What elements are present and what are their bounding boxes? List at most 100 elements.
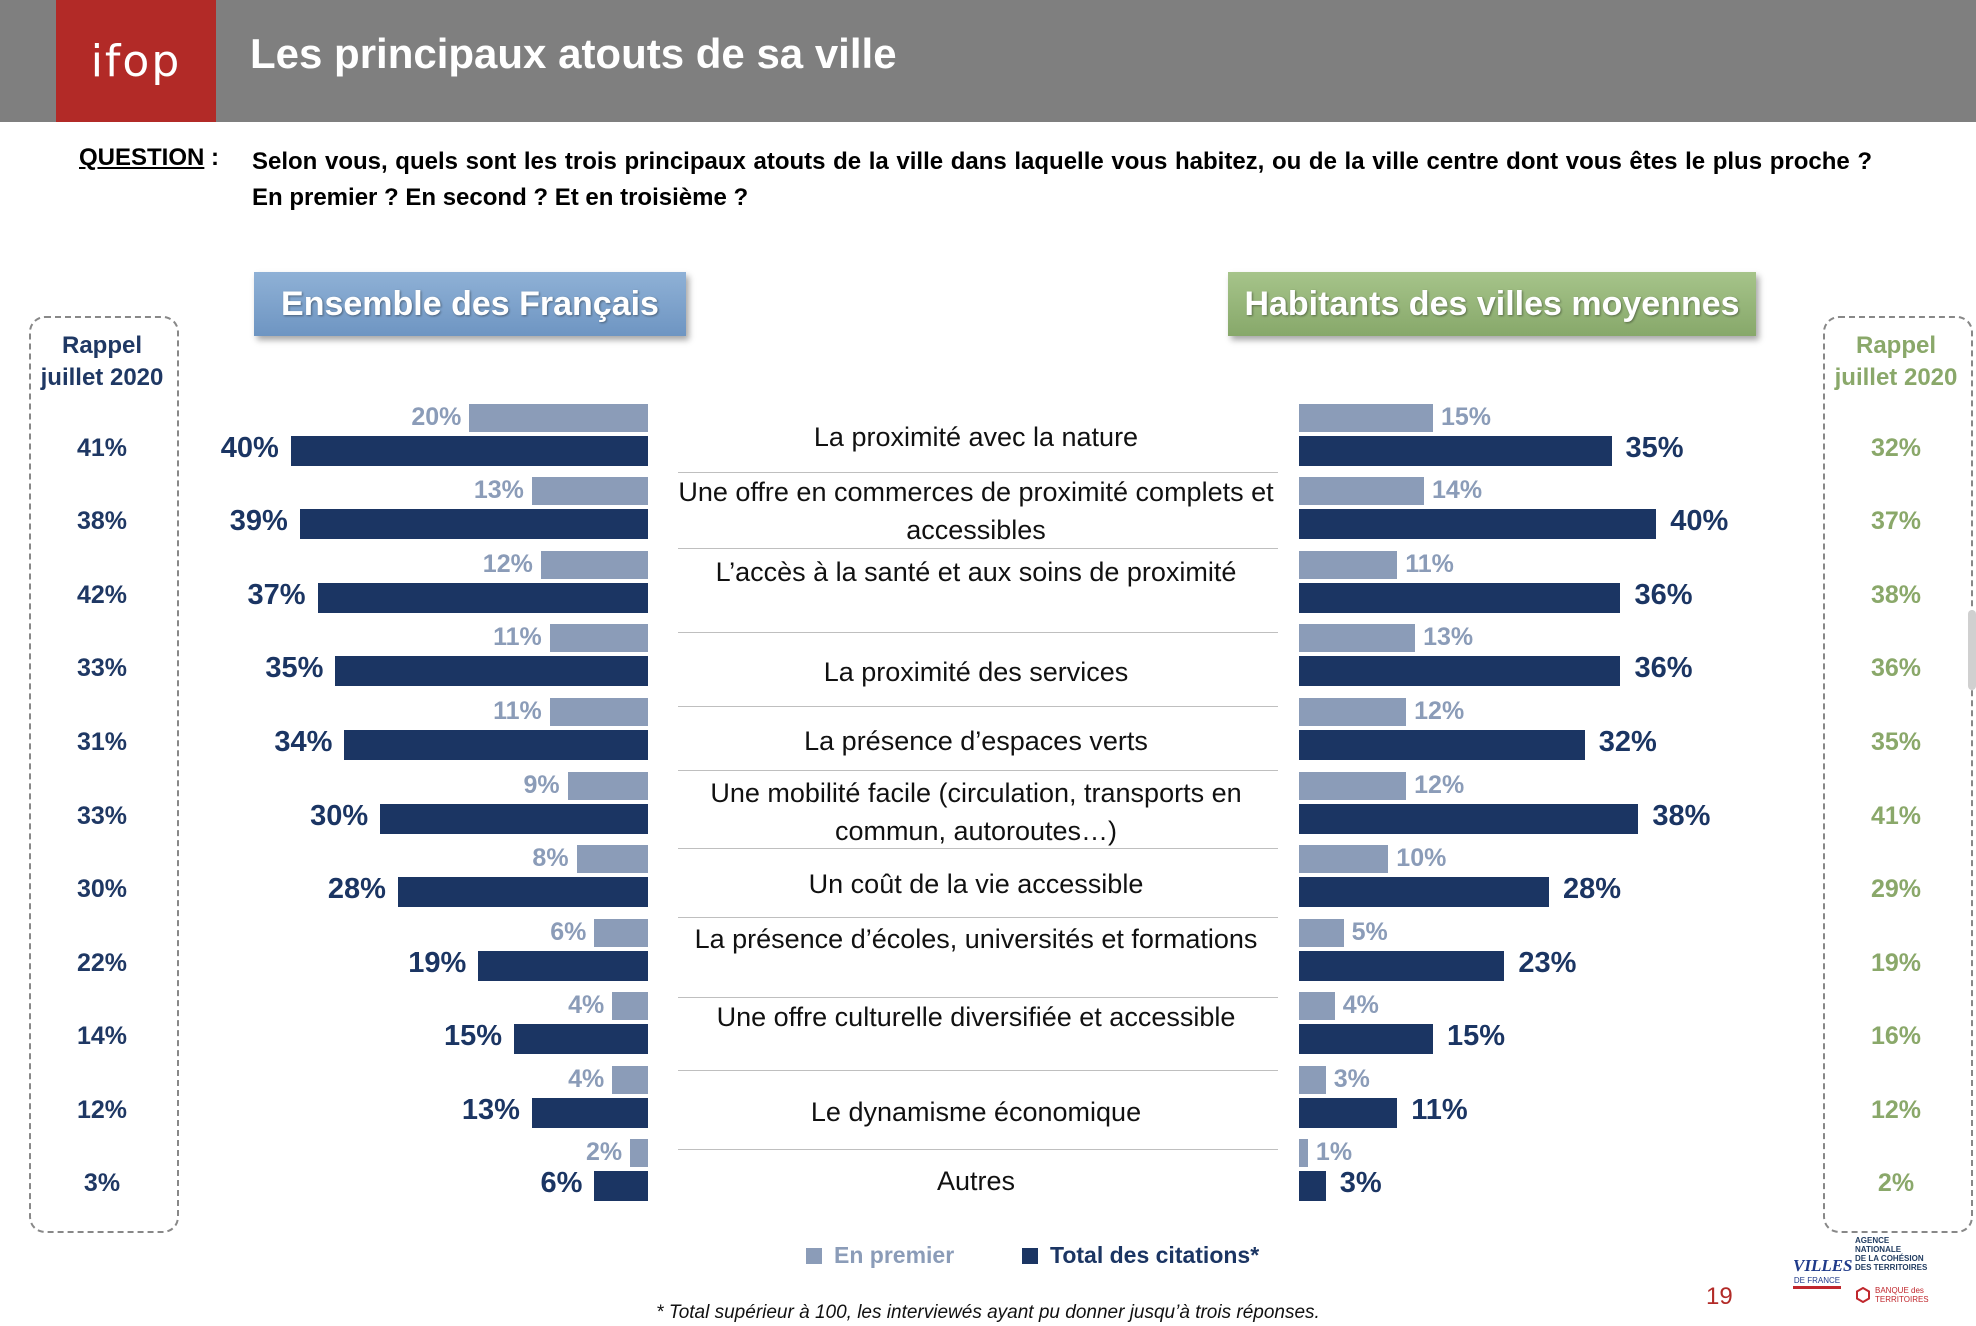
question-label: QUESTION :: [79, 144, 220, 171]
recall-title-left: Rappel juillet 2020: [40, 332, 164, 391]
label-villes-total: 32%: [1598, 726, 1657, 758]
label-ensemble-total: 34%: [274, 726, 333, 758]
bar-ensemble-total: [290, 436, 648, 466]
label-ensemble-total: 13%: [461, 1094, 520, 1126]
anct-logo: AGENCE NATIONALE DE LA COHÉSION DES TERRITO…: [1855, 1236, 1928, 1272]
bar-ensemble-en-premier: [567, 772, 648, 800]
row-separator: [678, 472, 1278, 473]
banque-des-territoires-logo: BANQUE des TERRITOIRES: [1855, 1286, 1929, 1304]
label-ensemble-total: 6%: [540, 1167, 583, 1199]
bar-ensemble-en-premier: [612, 992, 648, 1020]
bar-villes-en-premier: [1299, 698, 1407, 726]
bar-villes-total: [1299, 509, 1657, 539]
bar-villes-en-premier: [1299, 477, 1425, 505]
category-label: La proximité avec la nature: [813, 422, 1139, 452]
label-villes-en-premier: 10%: [1396, 844, 1447, 872]
row-separator: [678, 548, 1278, 549]
label-villes-total: 23%: [1518, 947, 1577, 979]
recall-value-left: 12%: [76, 1096, 128, 1124]
label-ensemble-en-premier: 8%: [532, 844, 569, 872]
bar-ensemble-en-premier: [612, 1066, 648, 1094]
bar-villes-en-premier: [1299, 624, 1416, 652]
legend-item-total: Total des citations*: [1022, 1242, 1259, 1269]
panel-title-ensemble: Ensemble des Français: [254, 272, 686, 336]
label-ensemble-total: 30%: [310, 800, 369, 832]
label-ensemble-total: 39%: [229, 505, 288, 537]
bar-ensemble-total: [335, 656, 648, 686]
recall-value-right: 41%: [1870, 802, 1922, 830]
bar-ensemble-total: [478, 951, 648, 981]
label-ensemble-en-premier: 13%: [473, 476, 524, 504]
category-label: Une mobilité facile (circulation, transp…: [710, 778, 1242, 846]
row-separator: [678, 706, 1278, 707]
label-villes-en-premier: 13%: [1423, 623, 1474, 651]
category-label: Un coût de la vie accessible: [808, 869, 1144, 899]
bar-villes-total: [1299, 436, 1612, 466]
label-ensemble-total: 40%: [220, 432, 279, 464]
label-ensemble-en-premier: 12%: [482, 550, 533, 578]
category-label: La présence d’espaces verts: [804, 726, 1148, 756]
recall-value-left: 38%: [76, 507, 128, 535]
label-ensemble-total: 15%: [444, 1020, 503, 1052]
bar-villes-en-premier: [1299, 772, 1407, 800]
bar-villes-total: [1299, 804, 1639, 834]
label-villes-en-premier: 5%: [1351, 918, 1388, 946]
bar-villes-total: [1299, 1098, 1398, 1128]
recall-value-left: 30%: [76, 875, 128, 903]
legend-label-total: Total des citations*: [1050, 1242, 1260, 1268]
label-villes-en-premier: 14%: [1432, 476, 1483, 504]
label-villes-total: 36%: [1634, 652, 1693, 684]
page-title: Les principaux atouts de sa ville: [250, 30, 897, 77]
legend-label-en-premier: En premier: [834, 1242, 955, 1268]
label-villes-en-premier: 15%: [1440, 403, 1491, 431]
recall-value-right: 38%: [1870, 581, 1922, 609]
label-villes-en-premier: 11%: [1405, 550, 1454, 578]
bar-villes-total: [1299, 656, 1621, 686]
label-villes-en-premier: 12%: [1414, 697, 1465, 725]
footnote: * Total supérieur à 100, les interviewés…: [656, 1302, 1320, 1323]
label-ensemble-en-premier: 11%: [493, 697, 542, 725]
label-villes-total: 35%: [1625, 432, 1684, 464]
bar-ensemble-total: [397, 877, 648, 907]
bar-villes-en-premier: [1299, 919, 1344, 947]
recall-value-left: 31%: [76, 728, 128, 756]
label-villes-total: 15%: [1446, 1020, 1505, 1052]
question-text: Selon vous, quels sont les trois princip…: [252, 148, 1872, 211]
recall-title-right: Rappel juillet 2020: [1834, 332, 1958, 391]
row-separator: [678, 997, 1278, 998]
side-scroll-handle[interactable]: [1968, 610, 1976, 690]
page-number: 19: [1706, 1283, 1733, 1310]
recall-value-right: 19%: [1870, 949, 1922, 977]
bar-villes-en-premier: [1299, 992, 1335, 1020]
header-bar: ifop Les principaux atouts de sa ville: [0, 0, 1976, 122]
villes-de-france-logo: VILLES DE FRANCE: [1793, 1256, 1853, 1289]
recall-value-left: 22%: [76, 949, 128, 977]
legend-item-en-premier: En premier: [806, 1242, 954, 1269]
bar-villes-total: [1299, 1024, 1433, 1054]
label-villes-total: 11%: [1411, 1094, 1468, 1126]
bar-ensemble-total: [380, 804, 648, 834]
recall-value-left: 3%: [83, 1169, 121, 1197]
bar-ensemble-total: [317, 583, 648, 613]
bar-villes-en-premier: [1299, 1139, 1308, 1167]
category-label: La proximité des services: [823, 657, 1129, 687]
bar-villes-en-premier: [1299, 551, 1398, 579]
label-villes-total: 3%: [1339, 1167, 1382, 1199]
label-villes-total: 28%: [1563, 873, 1622, 905]
label-villes-total: 40%: [1670, 505, 1729, 537]
bar-villes-total: [1299, 951, 1505, 981]
bar-villes-total: [1299, 1171, 1326, 1201]
label-villes-total: 38%: [1652, 800, 1711, 832]
bar-villes-en-premier: [1299, 1066, 1326, 1094]
row-separator: [678, 917, 1278, 918]
category-label: Le dynamisme économique: [810, 1097, 1142, 1127]
label-ensemble-total: 19%: [408, 947, 467, 979]
label-ensemble-en-premier: 11%: [493, 623, 542, 651]
recall-value-right: 16%: [1870, 1022, 1922, 1050]
row-separator: [678, 770, 1278, 771]
label-villes-en-premier: 3%: [1333, 1065, 1370, 1093]
label-ensemble-en-premier: 4%: [568, 991, 605, 1019]
label-ensemble-en-premier: 2%: [586, 1138, 623, 1166]
bar-ensemble-en-premier: [576, 845, 648, 873]
panel-title-villes-moyennes: Habitants des villes moyennes: [1228, 272, 1756, 336]
